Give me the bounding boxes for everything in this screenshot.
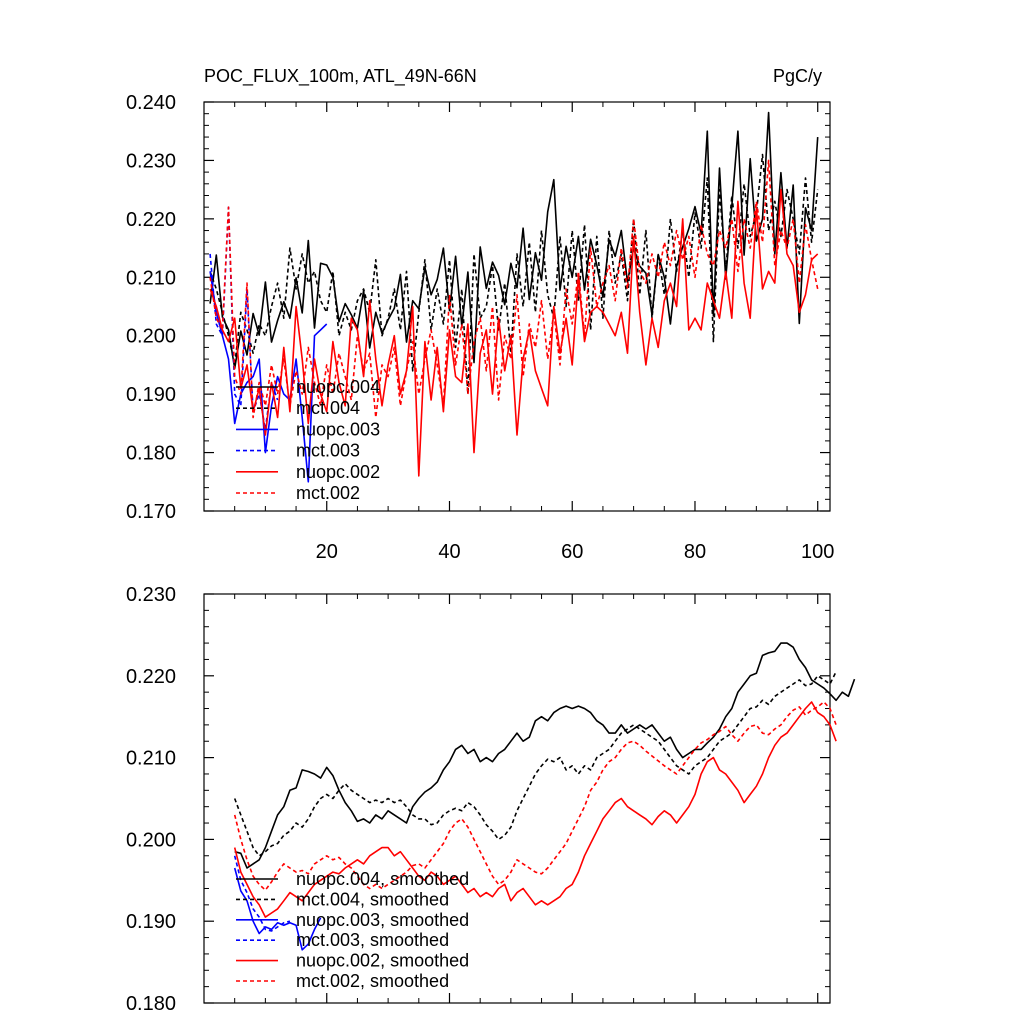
chart-units: PgC/y <box>773 66 822 86</box>
chart-panel-bottom: 0.180 0.190 0.200 0.210 0.220 0.230 nuopc.004… <box>126 584 856 1015</box>
series-line-nuopc-004 <box>209 111 819 370</box>
series-line-nuopc-002-smoothed <box>233 701 837 918</box>
x-tick-label: 100 <box>801 541 834 563</box>
series-line-mct-002-smoothed <box>233 701 837 891</box>
legend-label: nuopc.002, smoothed <box>296 951 469 971</box>
plot-frame-bottom <box>203 593 831 1004</box>
axis-ticks-top: 0.170 0.180 0.190 0.200 0.210 0.220 0.230 0.240… <box>126 92 834 563</box>
plot-frame-top <box>203 101 831 512</box>
y-tick-label: 0.200 <box>126 829 176 851</box>
y-tick-label: 0.190 <box>126 911 176 933</box>
x-tick-label: 40 <box>438 541 460 563</box>
series-lines-top <box>209 111 819 483</box>
legend-label: nuopc.002 <box>296 462 380 482</box>
legend-label: mct.003, smoothed <box>296 930 449 950</box>
y-tick-label: 0.210 <box>126 267 176 289</box>
legend-label: mct.004 <box>296 398 360 418</box>
axis-ticks-bottom: 0.180 0.190 0.200 0.210 0.220 0.230 <box>126 584 830 1015</box>
y-tick-label: 0.210 <box>126 748 176 770</box>
y-tick-label: 0.180 <box>126 993 176 1015</box>
y-tick-label: 0.220 <box>126 209 176 231</box>
y-tick-label: 0.180 <box>126 443 176 465</box>
y-tick-label: 0.230 <box>126 150 176 172</box>
legend-label: nuopc.004 <box>296 377 380 397</box>
y-tick-label: 0.240 <box>126 92 176 114</box>
series-line-mct-004 <box>209 153 819 395</box>
chart-panel-top: 0.170 0.180 0.190 0.200 0.210 0.220 0.230 0.240… <box>126 66 834 563</box>
series-line-nuopc-004-smoothed <box>234 642 856 869</box>
y-tick-label: 0.230 <box>126 584 176 606</box>
x-tick-label: 20 <box>316 541 338 563</box>
series-line-mct-002 <box>209 159 819 419</box>
legend-label: mct.002 <box>296 483 360 503</box>
legend-label: nuopc.003, smoothed <box>296 910 469 930</box>
chart-title: POC_FLUX_100m, ATL_49N-66N <box>204 66 477 87</box>
legend-label: mct.003 <box>296 441 360 461</box>
legend-top: nuopc.004mct.004nuopc.003mct.003nuopc.00… <box>236 377 380 503</box>
legend-label: mct.002, smoothed <box>296 971 449 991</box>
y-tick-label: 0.220 <box>126 666 176 688</box>
legend-label: mct.004, smoothed <box>296 889 449 909</box>
legend-label: nuopc.004, smoothed <box>296 869 469 889</box>
series-line-nuopc-002 <box>209 188 819 477</box>
legend-label: nuopc.003 <box>296 419 380 439</box>
series-line-mct-003-smoothed <box>233 855 291 932</box>
series-lines-bottom <box>233 642 856 951</box>
x-tick-label: 80 <box>684 541 706 563</box>
series-line-nuopc-003-smoothed <box>233 867 322 951</box>
y-tick-label: 0.190 <box>126 384 176 406</box>
x-tick-label: 60 <box>561 541 583 563</box>
y-tick-label: 0.170 <box>126 501 176 523</box>
series-line-mct-004-smoothed <box>233 671 837 857</box>
y-tick-label: 0.200 <box>126 326 176 348</box>
